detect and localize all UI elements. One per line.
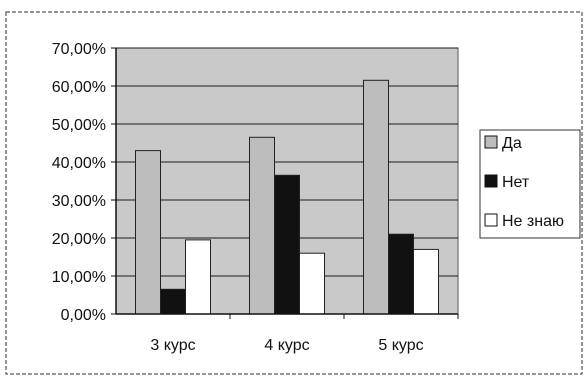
legend-swatch-ne-znayu [484,213,498,227]
y-tick-label: 10,00% [52,269,106,286]
y-tick-label: 0,00% [61,307,106,324]
y-tick-label: 40,00% [52,155,106,172]
legend-label-net: Нет [502,174,530,191]
bar-net [274,174,300,315]
y-tick-label: 20,00% [52,231,106,248]
bar-net [388,233,414,315]
legend-swatch-net [484,174,498,188]
y-tick-labels: 0,00% 10,00% 20,00% 30,00% 40,00% 50,00% 60,00… [52,41,116,324]
bars-group [135,79,439,315]
x-tick-label: 3 курс [150,337,195,354]
legend-label-ne-znayu: Не знаю [502,213,564,230]
bar-ne-znayu [413,248,439,315]
y-tick-label: 50,00% [52,117,106,134]
bar-ne-znayu [299,252,325,315]
legend: Да Нет Не знаю [479,129,581,239]
bar-da [249,136,275,315]
y-tick-label: 30,00% [52,193,106,210]
bar-da [363,79,389,315]
bar-net [160,288,186,315]
legend-swatch-da [484,135,498,149]
x-tick-labels: 3 курс 4 курс 5 курс [150,314,459,354]
y-tick-label: 70,00% [52,41,106,58]
legend-label-da: Да [502,135,522,152]
bar-da [135,150,161,315]
x-tick-label: 5 курс [378,337,423,354]
x-tick-label: 4 курс [264,337,309,354]
y-tick-label: 60,00% [52,79,106,96]
bar-ne-znayu [185,239,211,315]
